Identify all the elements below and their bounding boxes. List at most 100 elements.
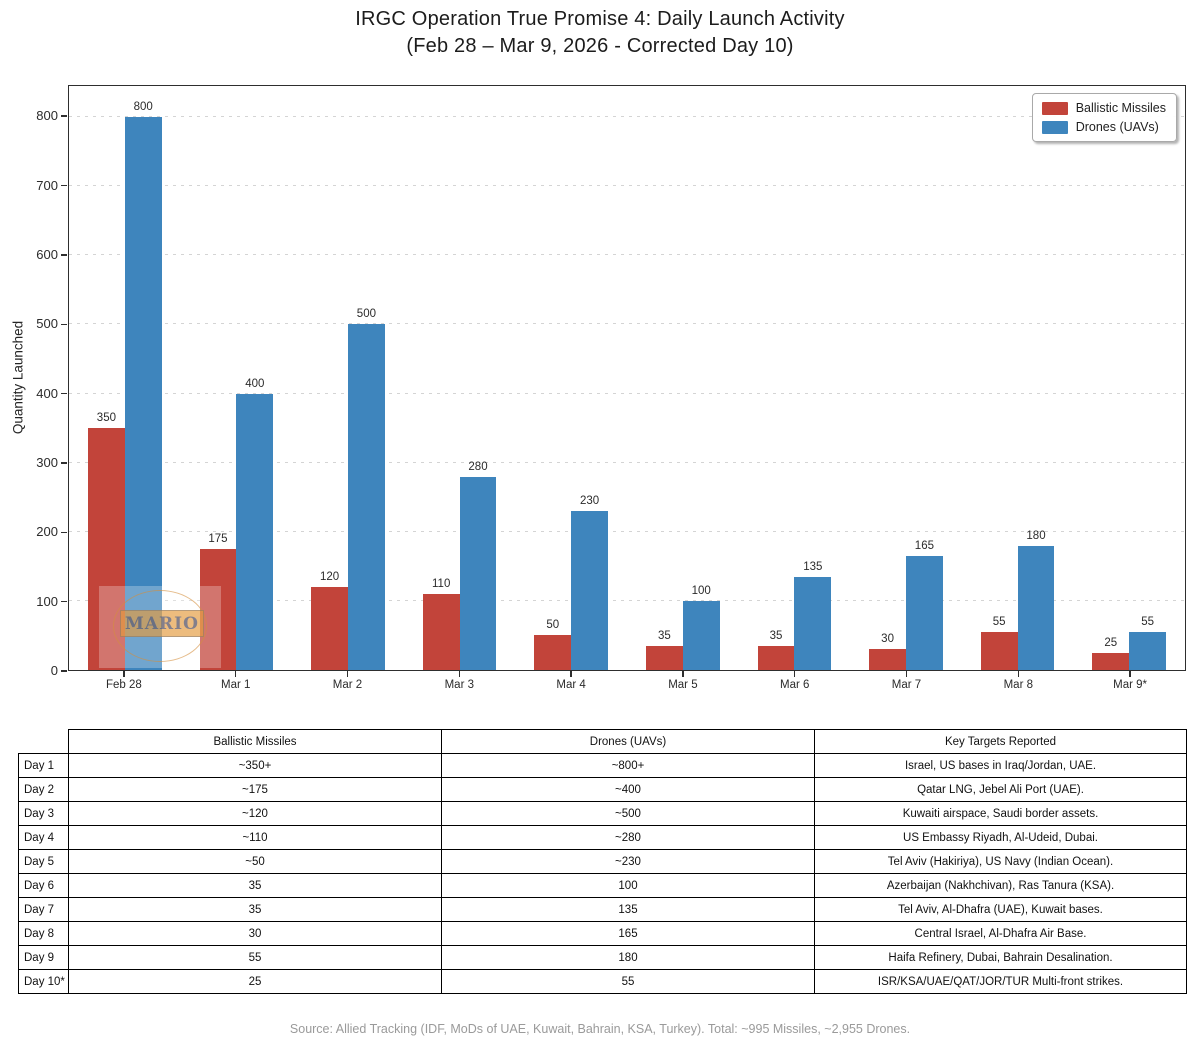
bar-value-label: 120 bbox=[319, 571, 340, 584]
gridline-400 bbox=[69, 392, 1185, 394]
bar-value-label: 135 bbox=[803, 560, 823, 573]
bar-value-label: 35 bbox=[657, 629, 671, 642]
row-label: Day 1 bbox=[18, 753, 69, 778]
cell-targets: Tel Aviv, Al-Dhafra (UAE), Kuwait bases. bbox=[814, 897, 1187, 922]
bar-value-label: 25 bbox=[1104, 636, 1118, 649]
bar-group-mar-5: 35 100 bbox=[627, 86, 739, 670]
row-label: Day 8 bbox=[18, 921, 69, 946]
cell-drones: 135 bbox=[441, 897, 815, 922]
bar-group-mar-6: 35 135 bbox=[739, 86, 851, 670]
y-tick-mark bbox=[61, 323, 67, 325]
x-tick-label-mar-2: Mar 2 bbox=[332, 679, 363, 691]
x-tick-label-mar-8: Mar 8 bbox=[1003, 679, 1033, 691]
table-row-day-4: Day 4 ~110 ~280 US Embassy Riyadh, Al-Udeid… bbox=[18, 825, 1187, 850]
data-table: Ballistic Missiles Drones (UAVs) Key Targe… bbox=[18, 729, 1187, 994]
cell-drones: ~230 bbox=[441, 849, 815, 874]
cell-ballistic: ~350+ bbox=[68, 753, 442, 778]
bar-value-label: 55 bbox=[1141, 616, 1154, 628]
bar-value-label: 55 bbox=[992, 616, 1006, 628]
bar-value-label: 280 bbox=[468, 460, 488, 473]
x-tick-mark bbox=[234, 671, 237, 677]
plot-area: 350 800 175 400 120 500 110 280 50 230 35 100 35 135 3… bbox=[68, 85, 1186, 671]
bar-group-mar-7: 30 165 bbox=[850, 86, 962, 670]
bar-group-mar-3: 110 280 bbox=[404, 86, 516, 670]
gridline-800 bbox=[69, 116, 1185, 118]
cell-drones: 100 bbox=[441, 873, 815, 898]
bar-value-label: 175 bbox=[208, 533, 228, 546]
watermark-circle-icon bbox=[113, 590, 207, 662]
bar-drones-uavs-mar-4: 230 bbox=[571, 495, 608, 670]
cell-targets: ISR/KSA/UAE/QAT/JOR/TUR Multi-front stri… bbox=[814, 969, 1187, 994]
y-tick-mark bbox=[61, 392, 67, 395]
x-tick-mark bbox=[346, 671, 349, 677]
cell-targets: Haifa Refinery, Dubai, Bahrain Desalinat… bbox=[814, 945, 1187, 970]
table-row-day-7: Day 7 35 135 Tel Aviv, Al-Dhafra (UAE), Kuw… bbox=[18, 897, 1187, 922]
cell-ballistic: 25 bbox=[68, 969, 442, 994]
cell-drones: ~500 bbox=[441, 801, 815, 826]
legend-swatch-icon bbox=[1041, 101, 1068, 115]
bar-ballistic-missiles-mar-5: 35 bbox=[645, 630, 683, 670]
x-tick-label-mar-4: Mar 4 bbox=[556, 679, 586, 691]
y-tick-mark bbox=[61, 670, 67, 672]
bar-value-label: 500 bbox=[356, 308, 376, 321]
watermark-text: MARIO bbox=[125, 613, 199, 634]
table-row-day-1: Day 1 ~350+ ~800+ Israel, US bases in Iraq/… bbox=[18, 753, 1187, 778]
gridline-300 bbox=[69, 461, 1185, 463]
x-tick-mark bbox=[905, 671, 908, 677]
bar-group-mar-1: 175 400 bbox=[181, 86, 293, 670]
x-tick-label-feb-28: Feb 28 bbox=[105, 679, 142, 691]
y-tick-label-800: 800 bbox=[36, 108, 58, 124]
cell-drones: 55 bbox=[441, 969, 815, 994]
cell-drones: 165 bbox=[441, 921, 815, 946]
cell-ballistic: ~50 bbox=[68, 849, 442, 874]
bar-value-label: 230 bbox=[580, 495, 600, 508]
source-note: Source: Allied Tracking (IDF, MoDs of UA… bbox=[289, 1022, 911, 1036]
x-tick-label-mar-9: Mar 9* bbox=[1113, 679, 1148, 691]
x-tick-mark bbox=[1129, 671, 1131, 677]
bar-ballistic-missiles-mar-6: 35 bbox=[757, 630, 795, 670]
y-tick-label-200: 200 bbox=[36, 524, 58, 540]
bar-drones-uavs-mar-8: 180 bbox=[1017, 530, 1055, 670]
bar-value-label: 35 bbox=[769, 629, 783, 642]
cell-targets: Qatar LNG, Jebel Ali Port (UAE). bbox=[814, 777, 1187, 802]
bar-drones-uavs-mar-2: 500 bbox=[347, 308, 385, 670]
y-tick-mark bbox=[61, 115, 67, 117]
table-row-day-6: Day 6 35 100 Azerbaijan (Nakhchivan), Ras T… bbox=[18, 873, 1187, 898]
y-tick-label-300: 300 bbox=[36, 454, 58, 470]
gridline-700 bbox=[69, 185, 1185, 187]
x-tick-label-mar-6: Mar 6 bbox=[779, 679, 810, 691]
legend-entry-ballistic-missiles: Ballistic Missiles bbox=[1041, 101, 1166, 115]
table-corner-cell bbox=[19, 730, 69, 754]
x-tick-label-mar-7: Mar 7 bbox=[891, 679, 922, 691]
bar-ballistic-missiles-mar-2: 120 bbox=[311, 571, 348, 670]
bar-drones-uavs-mar-6: 135 bbox=[794, 561, 832, 670]
bar-value-label: 165 bbox=[914, 539, 934, 552]
cell-targets: Tel Aviv (Hakiriya), US Navy (Indian Oce… bbox=[814, 849, 1187, 874]
row-label: Day 3 bbox=[18, 801, 69, 826]
cell-drones: 180 bbox=[441, 945, 815, 970]
legend-label: Ballistic Missiles bbox=[1075, 101, 1166, 115]
y-tick-mark bbox=[61, 531, 67, 534]
cell-ballistic: 35 bbox=[68, 897, 442, 922]
bar-drones-uavs-mar-3: 280 bbox=[459, 461, 497, 670]
bar-ballistic-missiles-mar-1: 175 bbox=[199, 533, 237, 670]
bar-drones-uavs-mar-5: 100 bbox=[682, 585, 720, 670]
y-tick-mark bbox=[61, 462, 67, 464]
chart-title-line1: IRGC Operation True Promise 4: Daily Lau… bbox=[355, 8, 845, 30]
cell-ballistic: 55 bbox=[68, 945, 442, 970]
cell-ballistic: 35 bbox=[68, 873, 442, 898]
bar-value-label: 400 bbox=[245, 377, 265, 390]
bar-value-label: 30 bbox=[881, 633, 894, 646]
cell-ballistic: ~110 bbox=[68, 825, 442, 850]
row-label: Day 6 bbox=[18, 873, 69, 898]
table-row-day-3: Day 3 ~120 ~500 Kuwaiti airspace, Saudi bor… bbox=[18, 801, 1187, 826]
cell-ballistic: ~120 bbox=[68, 801, 442, 826]
bar-group-mar-2: 120 500 bbox=[292, 86, 404, 670]
y-tick-label-600: 600 bbox=[36, 246, 58, 262]
gridline-200 bbox=[69, 530, 1185, 532]
cell-targets: Azerbaijan (Nakhchivan), Ras Tanura (KSA… bbox=[814, 873, 1187, 898]
table-row-day-8: Day 8 30 165 Central Israel, Al-Dhafra Air … bbox=[18, 921, 1187, 946]
table-header-ballistic-missiles: Ballistic Missiles bbox=[68, 729, 442, 754]
row-label: Day 9 bbox=[18, 945, 69, 970]
